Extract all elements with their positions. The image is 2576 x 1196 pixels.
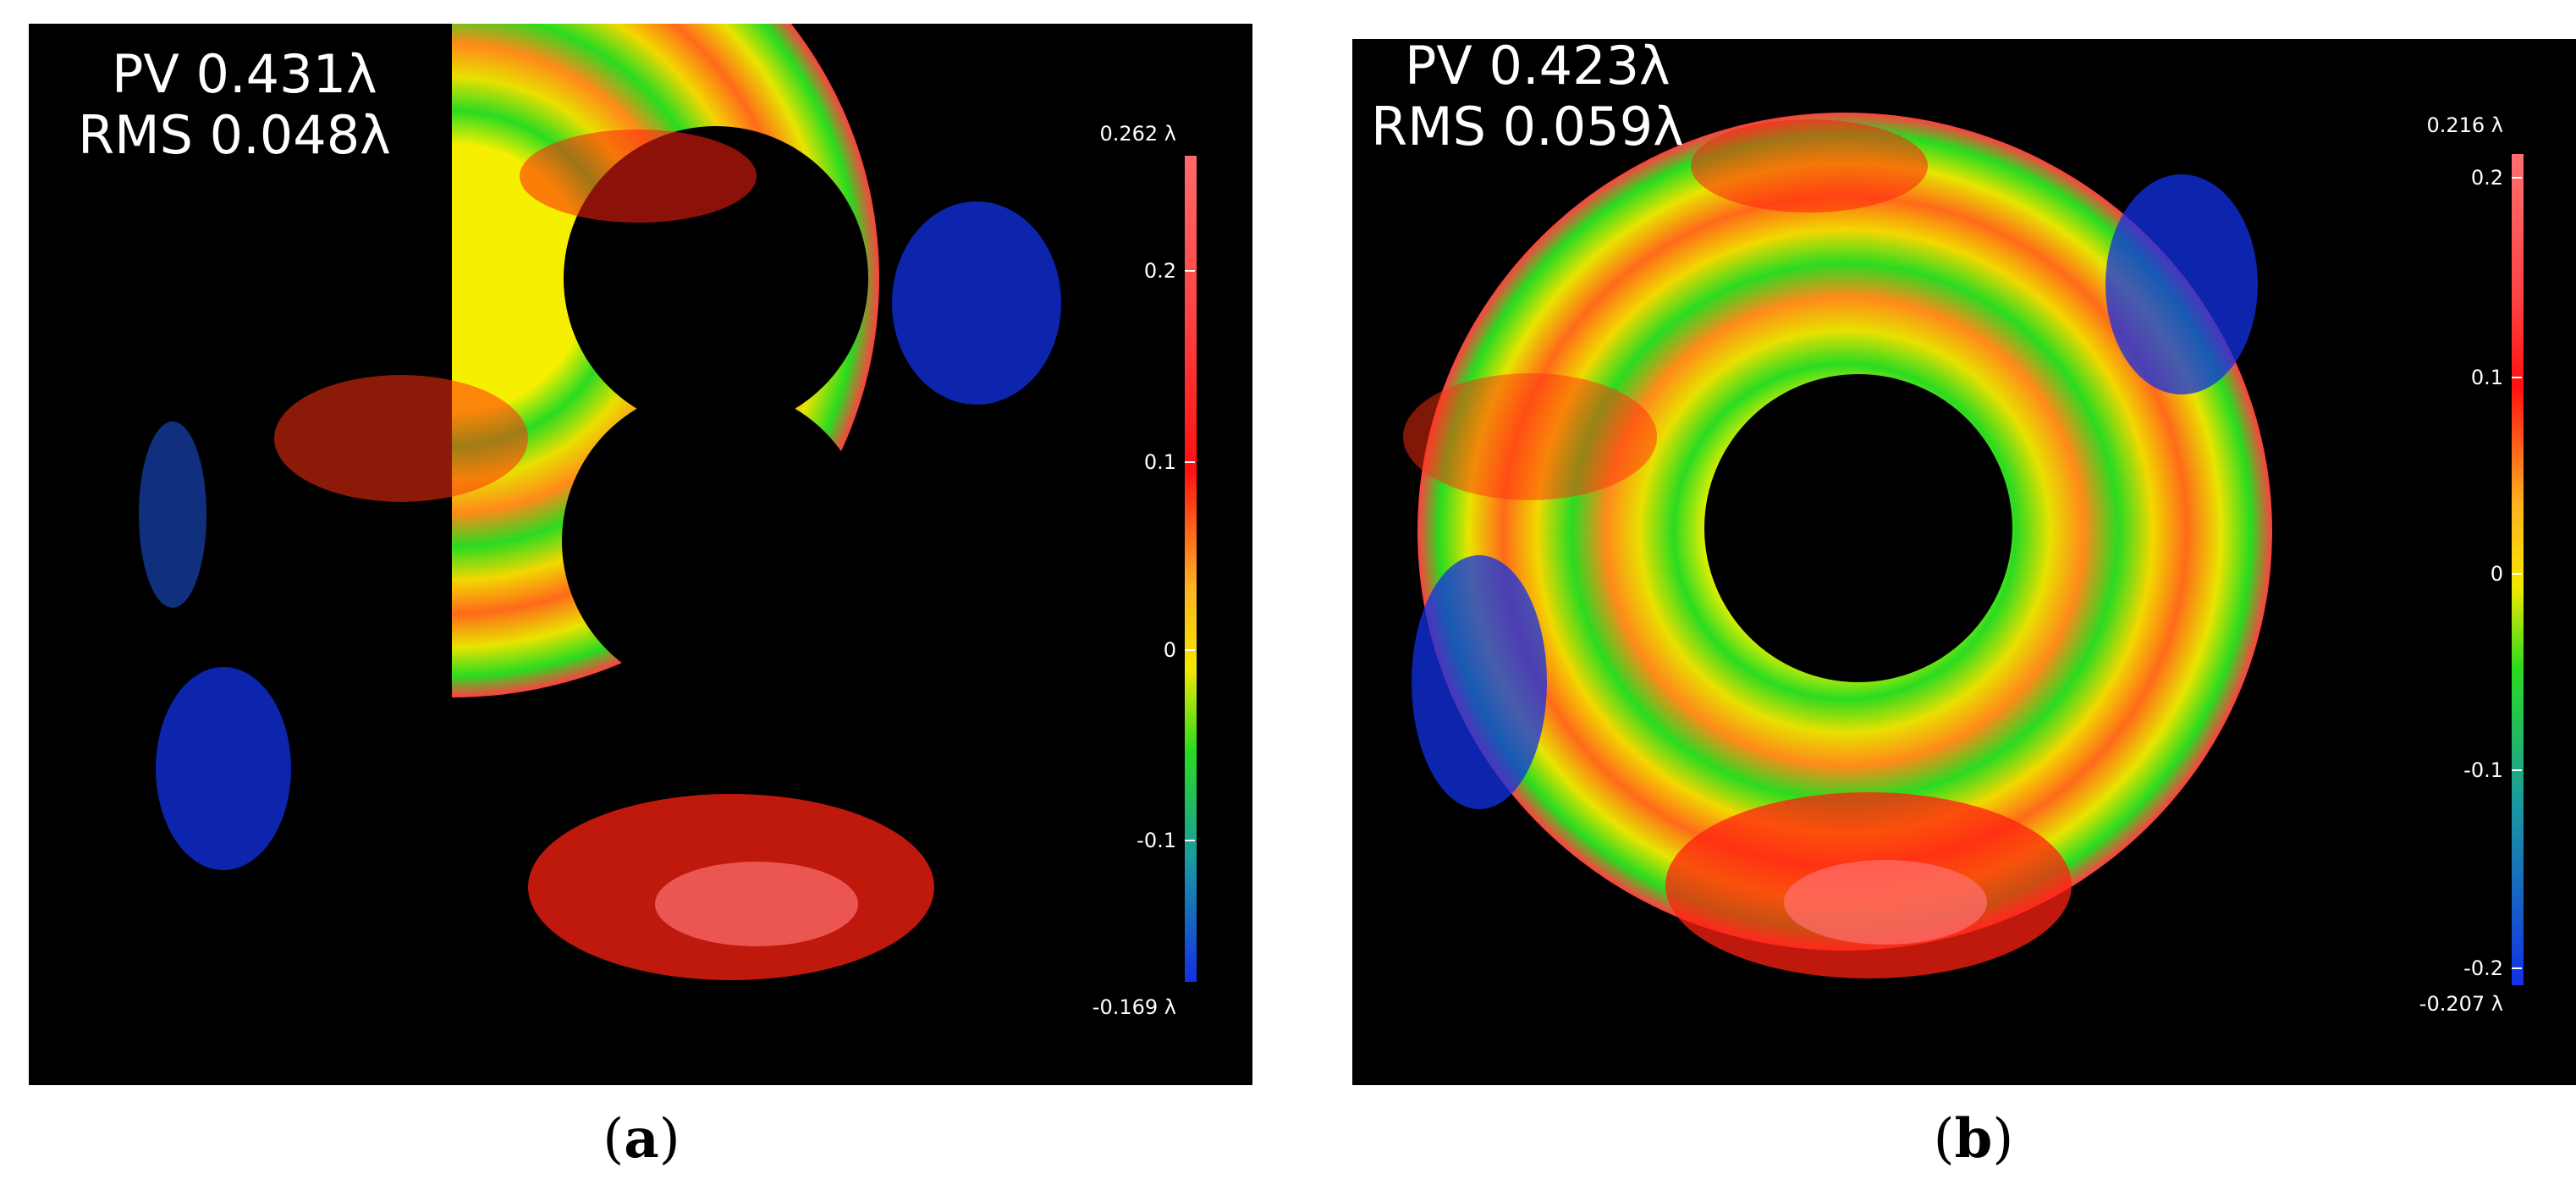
stats-block-a: PV 0.431λ RMS 0.048λ <box>78 44 391 166</box>
pv-label: PV <box>1405 39 1472 96</box>
rms-value: 0.048λ <box>209 104 391 166</box>
tick-label: 0 <box>1164 638 1176 662</box>
caption-letter: a <box>624 1107 659 1171</box>
tick-label: 0.1 <box>2471 366 2503 389</box>
center-hole-b <box>1704 374 2012 682</box>
surface-map-b: 0.216 λ 0.2 0.1 0 -0.1 -0.2 -0.207 λ <box>1403 113 2524 1016</box>
caption-close: ) <box>1992 1108 2014 1171</box>
center-hole-a <box>562 387 870 695</box>
caption-a: (a) <box>582 1107 701 1171</box>
tick-label: -0.1 <box>2463 758 2503 782</box>
tick-label: -0.2 <box>2463 956 2503 980</box>
tick-label: 0.2 <box>1144 259 1176 283</box>
scale-max-label-b: 0.216 λ <box>2426 113 2503 137</box>
rms-row-a: RMS 0.048λ <box>78 105 391 166</box>
interferogram-panel-a: 0.262 λ 0.2 0.1 0 -0.1 -0.169 λ PV 0.431… <box>29 24 1252 1085</box>
pv-row-b: PV 0.423λ <box>1371 39 1684 96</box>
rms-row-b: RMS 0.059λ <box>1371 96 1684 157</box>
pv-row-a: PV 0.431λ <box>78 44 391 105</box>
rms-label: RMS <box>1371 96 1486 157</box>
pv-value: 0.431λ <box>195 43 377 105</box>
caption-open: ( <box>1933 1108 1955 1171</box>
scale-min-label-a: -0.169 λ <box>1093 995 1176 1019</box>
caption-b: (b) <box>1914 1107 2033 1171</box>
color-scale-b: 0.216 λ 0.2 0.1 0 -0.1 -0.2 -0.207 λ <box>2419 113 2524 1016</box>
caption-open: ( <box>603 1108 625 1171</box>
tick-label: -0.1 <box>1137 829 1176 852</box>
rms-value: 0.059λ <box>1502 96 1684 157</box>
surface-map-a: 0.262 λ 0.2 0.1 0 -0.1 -0.169 λ <box>29 24 1197 1019</box>
caption-letter: b <box>1954 1107 1993 1171</box>
scale-min-label-b: -0.207 λ <box>2419 992 2503 1016</box>
pv-label: PV <box>112 43 179 105</box>
surface-patches-b <box>1403 119 2258 978</box>
stats-block-b: PV 0.423λ RMS 0.059λ <box>1371 39 1684 157</box>
rms-label: RMS <box>78 104 193 166</box>
tick-label: 0.1 <box>1144 450 1176 474</box>
tick-label: 0 <box>2491 562 2503 586</box>
color-scale-a: 0.262 λ 0.2 0.1 0 -0.1 -0.169 λ <box>1093 122 1197 1019</box>
surface-patches-a <box>139 130 1061 980</box>
tick-label: 0.2 <box>2471 166 2503 190</box>
caption-close: ) <box>658 1108 680 1171</box>
pv-value: 0.423λ <box>1489 39 1671 96</box>
interferogram-panel-b: 0.216 λ 0.2 0.1 0 -0.1 -0.2 -0.207 λ PV … <box>1352 39 2576 1085</box>
scale-max-label-a: 0.262 λ <box>1099 122 1176 146</box>
